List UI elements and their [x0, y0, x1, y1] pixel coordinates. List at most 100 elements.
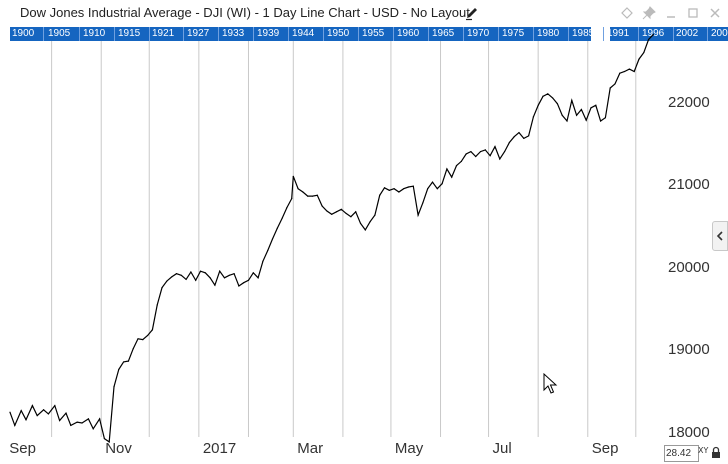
- y-axis-tick-label: 20000: [668, 258, 710, 276]
- year-label[interactable]: 1980: [537, 28, 560, 39]
- data-point: [412, 185, 414, 187]
- x-axis-tick-label: Sep: [10, 440, 36, 457]
- data-point: [292, 175, 294, 177]
- data-point: [503, 150, 506, 153]
- minimize-icon[interactable]: [662, 4, 680, 22]
- year-label[interactable]: 1960: [397, 28, 420, 39]
- data-point: [628, 68, 630, 70]
- data-point: [455, 164, 458, 167]
- year-label[interactable]: 1944: [292, 28, 315, 39]
- data-point: [638, 58, 640, 60]
- data-point: [345, 212, 347, 215]
- maximize-icon[interactable]: [684, 4, 702, 22]
- edit-pencil-icon[interactable]: [464, 5, 480, 21]
- data-point: [185, 278, 187, 281]
- data-point: [585, 119, 587, 121]
- year-label[interactable]: 2002: [676, 28, 699, 39]
- data-point: [199, 270, 202, 272]
- data-point: [54, 405, 56, 407]
- lock-icon[interactable]: [711, 446, 721, 459]
- x-axis-tick-label: Jul: [492, 440, 512, 457]
- data-point: [465, 153, 467, 155]
- year-label[interactable]: 1933: [222, 28, 245, 39]
- data-point: [47, 413, 50, 415]
- year-label[interactable]: 1900: [12, 28, 35, 39]
- chart-plot-area[interactable]: [9, 33, 655, 443]
- data-point: [383, 187, 386, 189]
- data-point: [271, 238, 274, 240]
- data-point: [609, 87, 611, 89]
- data-point: [99, 418, 101, 420]
- y-axis-tick-label: 18000: [668, 423, 710, 441]
- year-label[interactable]: 1965: [432, 28, 455, 39]
- data-point: [427, 188, 429, 190]
- x-axis-tick-label: 2017: [202, 440, 237, 457]
- data-point: [291, 197, 293, 200]
- data-point: [262, 260, 264, 262]
- year-separator: [463, 27, 464, 41]
- year-separator: [323, 27, 324, 41]
- data-point: [43, 409, 45, 411]
- year-label[interactable]: 1939: [257, 28, 280, 39]
- data-point: [571, 99, 573, 101]
- data-point: [87, 418, 90, 420]
- year-separator: [428, 27, 429, 41]
- data-point: [59, 419, 61, 422]
- data-point: [331, 213, 333, 215]
- data-point: [407, 186, 410, 188]
- pin-icon[interactable]: [640, 4, 658, 22]
- data-point: [147, 334, 149, 337]
- year-range-highlight[interactable]: [591, 27, 610, 41]
- data-point: [209, 277, 211, 279]
- data-point: [359, 222, 362, 224]
- data-point: [403, 188, 405, 190]
- year-label[interactable]: 1915: [118, 28, 141, 39]
- diamond-icon[interactable]: [618, 4, 636, 22]
- data-point: [316, 194, 318, 196]
- collapse-panel-button[interactable]: [712, 221, 728, 251]
- data-point: [532, 116, 534, 118]
- year-label[interactable]: 1927: [187, 28, 210, 39]
- year-label[interactable]: 1996: [642, 28, 665, 39]
- data-point: [623, 70, 626, 73]
- data-point: [547, 93, 549, 95]
- data-point: [484, 149, 486, 151]
- year-label[interactable]: 1955: [362, 28, 385, 39]
- year-label[interactable]: 1970: [467, 28, 490, 39]
- data-point: [180, 274, 182, 276]
- data-point: [451, 176, 453, 178]
- year-separator: [638, 27, 639, 41]
- year-label[interactable]: 1905: [48, 28, 71, 39]
- x-axis-tick-label: May: [394, 440, 424, 457]
- year-separator: [358, 27, 359, 41]
- chart-title: Dow Jones Industrial Average - DJI (WI) …: [20, 5, 470, 20]
- year-label[interactable]: 1985: [572, 28, 595, 39]
- year-separator: [673, 27, 674, 41]
- year-separator: [183, 27, 184, 41]
- year-label[interactable]: 1991: [607, 28, 630, 39]
- data-point: [599, 120, 602, 122]
- year-label[interactable]: 1975: [502, 28, 525, 39]
- data-point: [619, 72, 621, 74]
- year-navigator[interactable]: 1900 1905 1910 1915 1921 1927 1933 1939 1944 1950…: [10, 27, 728, 41]
- year-label[interactable]: 2008: [711, 28, 728, 39]
- data-point: [228, 274, 230, 276]
- data-point: [388, 189, 390, 191]
- data-point: [81, 422, 83, 424]
- year-separator: [533, 27, 534, 41]
- year-label[interactable]: 1921: [152, 28, 175, 39]
- data-point: [252, 272, 254, 274]
- data-point: [276, 227, 278, 229]
- data-point: [614, 83, 616, 85]
- xy-toggle-button[interactable]: XY: [698, 446, 709, 455]
- data-point: [508, 141, 510, 144]
- data-point: [118, 368, 120, 370]
- data-point: [92, 428, 94, 430]
- data-point: [527, 135, 530, 137]
- year-label[interactable]: 1950: [327, 28, 350, 39]
- data-point: [156, 304, 158, 306]
- year-separator: [288, 27, 289, 41]
- year-label[interactable]: 1910: [83, 28, 106, 39]
- close-icon[interactable]: [706, 4, 724, 22]
- data-point: [132, 348, 134, 350]
